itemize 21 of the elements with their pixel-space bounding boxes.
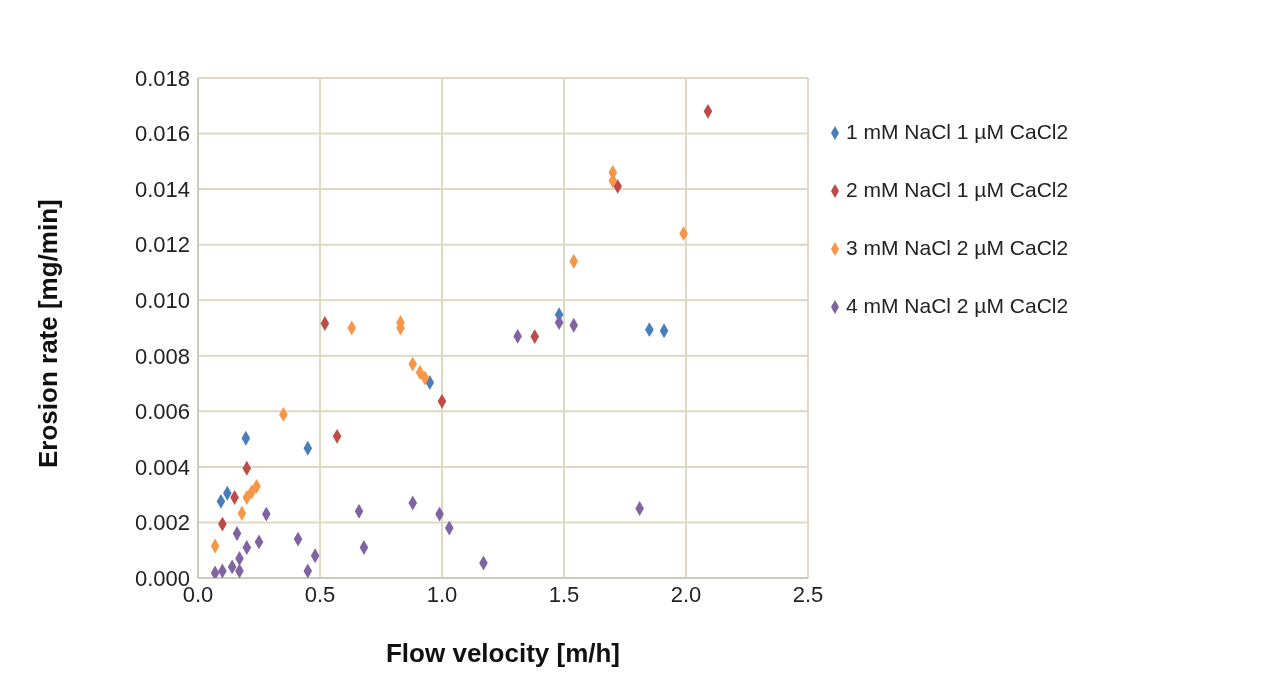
y-tick-label: 0.008 [134,343,190,369]
x-tick-label: 2.0 [670,581,702,607]
y-tick-label: 0.010 [134,288,190,314]
y-tick-label: 0.004 [134,454,190,480]
y-tick-label: 0.014 [134,176,190,202]
y-tick-label: 0.016 [134,121,190,147]
legend-label: 4 mM NaCl 2 µM CaCl2 [846,294,1069,317]
x-axis-title: Flow velocity [m/h] [385,638,621,668]
y-tick-label: 0.006 [134,399,190,425]
point [210,565,220,578]
legend-label: 3 mM NaCl 2 µM CaCl2 [846,236,1069,259]
x-tick-label: 1.5 [548,581,580,607]
x-tick-label: 0.5 [304,581,336,607]
y-tick-label: 0.012 [134,232,190,258]
y-tick-label: 0.002 [134,510,190,536]
y-axis-title: Erosion rate [mg/min] [33,199,64,468]
y-tick-label: 0.018 [134,65,190,91]
legend-label: 1 mM NaCl 1 µM CaCl2 [846,120,1069,143]
x-tick-label: 1.0 [426,581,458,607]
legend-label: 2 mM NaCl 1 µM CaCl2 [846,178,1069,201]
x-tick-label: 2.5 [792,581,824,607]
